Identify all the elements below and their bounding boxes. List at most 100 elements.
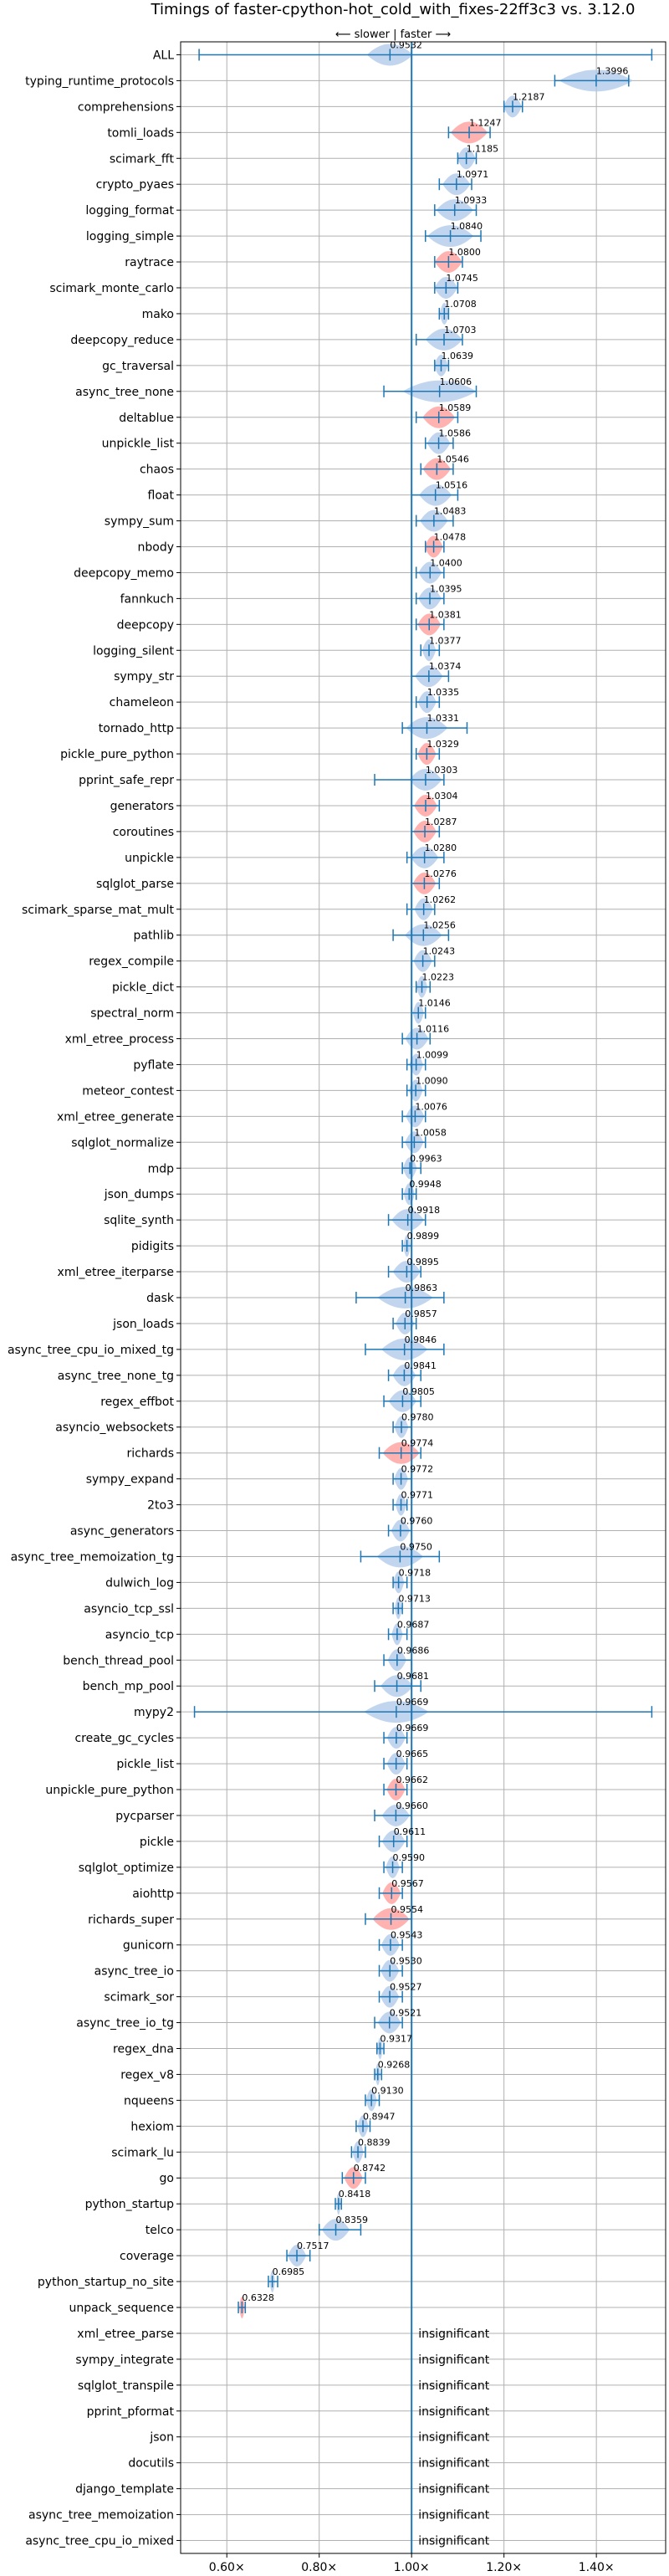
value-label: 0.9687 (397, 1619, 430, 1630)
category-label: deepcopy (117, 618, 174, 632)
category-label: unpickle_list (102, 438, 175, 451)
value-label: 1.0745 (446, 273, 478, 284)
category-label: crypto_pyaes (96, 178, 174, 192)
category-label: sympy_expand (86, 1473, 174, 1487)
category-label: async_tree_none_tg (58, 1370, 174, 1383)
value-label: 1.0395 (430, 583, 462, 594)
value-label: 0.9772 (401, 1464, 434, 1475)
insignificant-label: insignificant (418, 2509, 490, 2522)
category-label: gunicorn (123, 1939, 174, 1953)
category-label: deltablue (119, 412, 174, 425)
value-label: 1.0146 (418, 998, 451, 1009)
category-label: regex_effbot (100, 1396, 174, 1409)
value-label: 1.0606 (440, 376, 472, 387)
value-label: 1.0708 (444, 299, 477, 310)
value-label: 1.1185 (467, 143, 499, 154)
category-label: sqlglot_parse (96, 878, 174, 891)
value-label: 1.0483 (434, 506, 467, 517)
value-label: 1.0331 (426, 713, 458, 724)
insignificant-label: insignificant (418, 2457, 490, 2471)
category-label: xml_etree_iterparse (58, 1266, 174, 1279)
value-label: 0.9948 (409, 1179, 442, 1190)
value-label: 0.9686 (397, 1645, 430, 1656)
category-label: pidigits (131, 1240, 174, 1253)
category-label: json_loads (112, 1318, 174, 1331)
value-label: 0.9530 (390, 1956, 422, 1967)
value-label: 0.7517 (297, 2241, 329, 2251)
plot-frame (180, 41, 666, 2554)
value-label: 0.9527 (390, 1982, 422, 1993)
value-label: 0.9780 (401, 1412, 434, 1423)
category-label: telco (146, 2224, 174, 2237)
category-label: regex_dna (113, 2043, 174, 2056)
category-label: pickle_dict (112, 981, 175, 995)
value-label: 0.9554 (391, 1904, 424, 1915)
value-label: 1.0377 (429, 635, 462, 646)
category-label: python_startup_no_site (38, 2276, 174, 2289)
value-label: 0.9567 (391, 1878, 424, 1889)
value-label: 0.9662 (396, 1775, 429, 1785)
value-label: 0.9963 (410, 1153, 442, 1164)
value-label: 0.9611 (394, 1826, 426, 1837)
value-label: 0.9774 (401, 1438, 434, 1449)
category-label: typing_runtime_protocols (25, 74, 174, 88)
category-label: spectral_norm (90, 1007, 174, 1021)
value-label: 1.0280 (425, 842, 457, 853)
insignificant-label: insignificant (418, 2535, 490, 2548)
category-label: unpickle_pure_python (45, 1784, 174, 1797)
value-label: 0.8418 (339, 2189, 371, 2200)
insignificant-label: insignificant (418, 2483, 490, 2497)
category-label: deepcopy_memo (74, 566, 174, 580)
category-label: regex_compile (89, 955, 174, 969)
category-label: richards_super (88, 1913, 174, 1927)
value-label: 0.6985 (273, 2266, 305, 2277)
category-label: tomli_loads (107, 126, 174, 140)
value-label: 1.0381 (429, 609, 462, 620)
value-label: 0.9857 (405, 1308, 437, 1319)
category-label: pprint_safe_repr (79, 774, 174, 787)
category-label: raytrace (125, 256, 174, 269)
value-label: 1.0703 (444, 325, 477, 335)
x-tick-label: 0.60× (209, 2561, 245, 2574)
value-label: 1.0800 (448, 247, 481, 258)
category-label: regex_v8 (120, 2068, 174, 2082)
category-label: meteor_contest (82, 1084, 174, 1098)
category-label: sympy_str (114, 670, 174, 684)
category-label: go (160, 2172, 174, 2185)
category-label: fannkuch (120, 592, 174, 606)
category-label: json_dumps (104, 1188, 174, 1201)
marks-layer (193, 44, 653, 2318)
value-label: 1.0116 (417, 1024, 450, 1035)
category-label: dask (146, 1292, 175, 1305)
value-label: 0.9130 (371, 2085, 404, 2096)
value-label: 0.8359 (336, 2215, 369, 2225)
value-label: 1.0400 (430, 557, 462, 568)
category-label: scimark_monte_carlo (49, 282, 174, 295)
value-label: 0.8742 (354, 2163, 386, 2174)
value-label: 1.0276 (424, 868, 456, 879)
value-label: 1.0840 (451, 221, 483, 232)
category-label: mdp (148, 1162, 175, 1175)
value-label: 0.9660 (396, 1800, 428, 1811)
value-label: 1.0516 (436, 480, 468, 491)
category-label: sqlglot_normalize (71, 1136, 174, 1150)
value-label: 0.9543 (391, 1930, 423, 1941)
value-label: 0.9665 (396, 1749, 428, 1759)
value-label: 0.9521 (390, 2008, 422, 2019)
value-label: 0.9760 (401, 1516, 433, 1527)
category-label: bench_thread_pool (63, 1654, 174, 1667)
insignificant-label: insignificant (418, 2405, 490, 2419)
category-label: async_tree_none (75, 386, 174, 399)
category-label: xml_etree_parse (77, 2328, 174, 2341)
value-label: 1.0374 (429, 661, 462, 672)
value-label: 1.0304 (426, 791, 458, 801)
labels-layer: 0.60× 0.80× 1.00× 1.20× 1.40× ALL 0.9532 typing… (8, 39, 628, 2574)
value-label: 0.9846 (405, 1334, 437, 1345)
category-label: mako (142, 308, 174, 321)
category-label: async_tree_memoization (28, 2509, 174, 2522)
category-label: docutils (128, 2457, 174, 2471)
insignificant-label: insignificant (418, 2328, 490, 2341)
category-label: django_template (75, 2483, 174, 2497)
value-label: 1.0546 (437, 454, 469, 465)
